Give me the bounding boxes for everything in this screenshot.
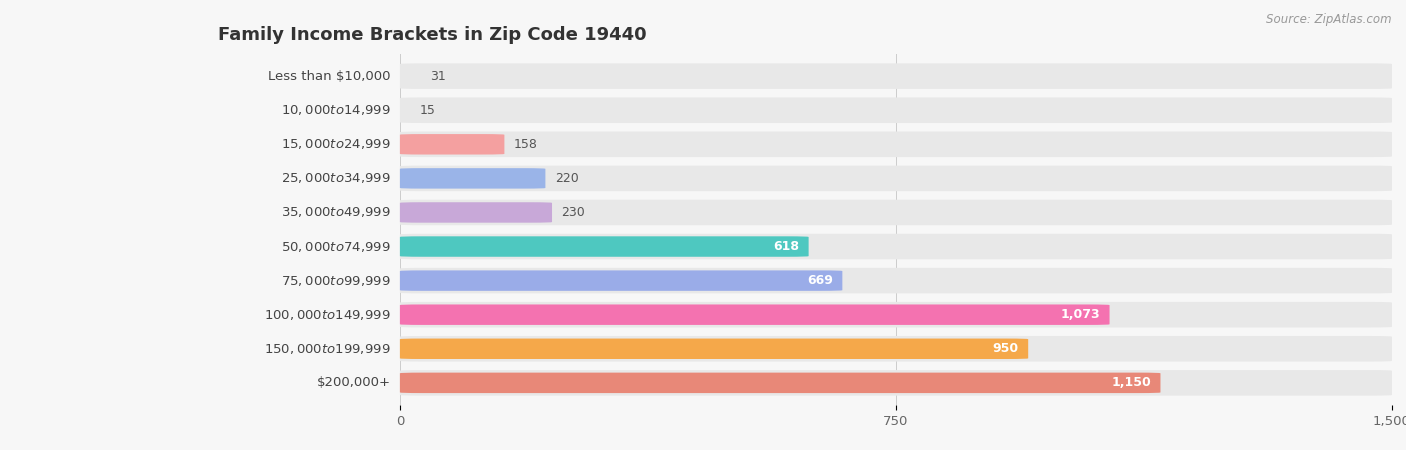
FancyBboxPatch shape	[399, 270, 842, 291]
FancyBboxPatch shape	[399, 63, 1392, 89]
FancyBboxPatch shape	[399, 202, 553, 223]
Text: 1,150: 1,150	[1111, 376, 1152, 389]
Text: $25,000 to $34,999: $25,000 to $34,999	[281, 171, 391, 185]
Text: $200,000+: $200,000+	[316, 376, 391, 389]
Text: 158: 158	[513, 138, 537, 151]
Text: Family Income Brackets in Zip Code 19440: Family Income Brackets in Zip Code 19440	[218, 26, 647, 44]
Text: $50,000 to $74,999: $50,000 to $74,999	[281, 239, 391, 253]
FancyBboxPatch shape	[399, 236, 808, 257]
Text: 220: 220	[555, 172, 578, 185]
Text: 669: 669	[807, 274, 832, 287]
Text: 31: 31	[430, 70, 446, 83]
FancyBboxPatch shape	[399, 373, 1160, 393]
FancyBboxPatch shape	[399, 168, 546, 189]
Text: $150,000 to $199,999: $150,000 to $199,999	[264, 342, 391, 356]
Text: $10,000 to $14,999: $10,000 to $14,999	[281, 103, 391, 117]
FancyBboxPatch shape	[399, 234, 1392, 259]
Text: Source: ZipAtlas.com: Source: ZipAtlas.com	[1267, 14, 1392, 27]
FancyBboxPatch shape	[399, 98, 1392, 123]
FancyBboxPatch shape	[399, 200, 1392, 225]
FancyBboxPatch shape	[399, 336, 1392, 361]
FancyBboxPatch shape	[399, 338, 1028, 359]
FancyBboxPatch shape	[399, 370, 1392, 396]
Text: 230: 230	[561, 206, 585, 219]
FancyBboxPatch shape	[399, 268, 1392, 293]
FancyBboxPatch shape	[399, 166, 1392, 191]
Text: 618: 618	[773, 240, 799, 253]
FancyBboxPatch shape	[399, 305, 1109, 325]
Text: 950: 950	[993, 342, 1019, 355]
Text: $15,000 to $24,999: $15,000 to $24,999	[281, 137, 391, 151]
Text: 15: 15	[419, 104, 434, 117]
FancyBboxPatch shape	[399, 131, 1392, 157]
Text: $75,000 to $99,999: $75,000 to $99,999	[281, 274, 391, 288]
FancyBboxPatch shape	[399, 302, 1392, 328]
Text: 1,073: 1,073	[1060, 308, 1099, 321]
Text: $35,000 to $49,999: $35,000 to $49,999	[281, 206, 391, 220]
FancyBboxPatch shape	[399, 134, 505, 154]
Text: Less than $10,000: Less than $10,000	[269, 70, 391, 83]
Text: $100,000 to $149,999: $100,000 to $149,999	[264, 308, 391, 322]
